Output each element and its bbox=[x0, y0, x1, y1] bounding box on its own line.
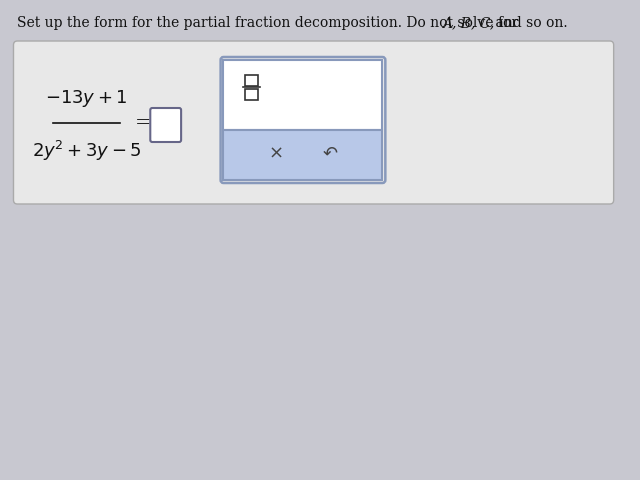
FancyBboxPatch shape bbox=[150, 108, 181, 142]
Text: $-13y+1$: $-13y+1$ bbox=[45, 88, 128, 109]
FancyBboxPatch shape bbox=[223, 60, 383, 130]
Text: =: = bbox=[135, 114, 152, 132]
FancyBboxPatch shape bbox=[13, 41, 614, 204]
Text: A, B, C,: A, B, C, bbox=[442, 16, 495, 30]
Text: ↶: ↶ bbox=[323, 145, 337, 163]
Text: and so on.: and so on. bbox=[492, 16, 568, 30]
FancyBboxPatch shape bbox=[223, 130, 383, 180]
Text: $2y^2+3y-5$: $2y^2+3y-5$ bbox=[32, 139, 141, 163]
Bar bbox=[244, 75, 258, 86]
Text: ×: × bbox=[268, 145, 284, 163]
Bar bbox=[244, 89, 258, 100]
Text: Set up the form for the partial fraction decomposition. Do not solve for: Set up the form for the partial fraction… bbox=[17, 16, 523, 30]
